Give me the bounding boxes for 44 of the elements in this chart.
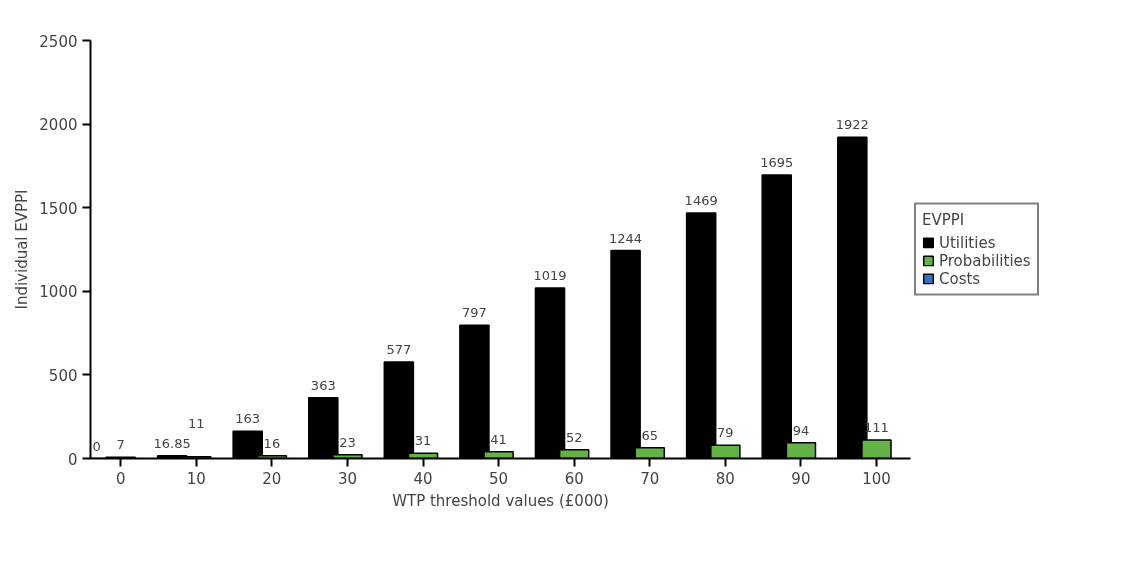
y-tick-label: 1500 xyxy=(39,199,78,218)
data-label: 79 xyxy=(717,425,734,441)
x-tick-label: 0 xyxy=(115,469,126,488)
data-label: 23 xyxy=(339,434,356,450)
legend-label: Costs xyxy=(939,269,981,288)
x-tick-label: 30 xyxy=(337,469,358,488)
x-tick-label: 100 xyxy=(862,469,891,488)
data-label: 11 xyxy=(188,415,205,431)
legend-title: EVPPI xyxy=(922,210,966,229)
data-label: 363 xyxy=(310,377,336,393)
data-label: 65 xyxy=(641,427,659,443)
data-label: 16.85 xyxy=(153,435,191,451)
data-label: 41 xyxy=(490,431,507,447)
x-axis-title: WTP threshold values (£000) xyxy=(392,491,609,510)
data-label: 31 xyxy=(414,433,432,449)
y-axis-title: Individual EVPPI xyxy=(13,189,32,310)
y-tick-label: 2000 xyxy=(39,116,78,135)
data-label: 0 xyxy=(92,438,101,454)
x-tick-label: 10 xyxy=(186,469,206,488)
data-label: 52 xyxy=(565,429,583,445)
legend-label: Probabilities xyxy=(939,251,1031,270)
data-label: 1922 xyxy=(835,117,869,133)
x-tick-label: 20 xyxy=(262,469,282,488)
x-tick-label: 60 xyxy=(564,469,584,488)
y-tick-label: 0 xyxy=(67,450,78,469)
data-label: 94 xyxy=(792,422,810,438)
data-label: 16 xyxy=(263,435,281,451)
y-tick-label: 2500 xyxy=(39,32,78,51)
x-tick-label: 70 xyxy=(640,469,660,488)
x-tick-label: 40 xyxy=(413,469,433,488)
data-label: 7 xyxy=(116,437,125,453)
data-label: 1244 xyxy=(609,230,643,246)
data-label: 1019 xyxy=(533,268,567,284)
data-label: 797 xyxy=(462,305,487,321)
x-tick-label: 90 xyxy=(791,469,811,488)
y-tick-label: 500 xyxy=(48,366,78,385)
data-label: 577 xyxy=(386,342,412,358)
data-label: 163 xyxy=(235,411,261,427)
y-tick-label: 1000 xyxy=(39,283,78,302)
legend-label: Utilities xyxy=(939,233,996,252)
x-tick-label: 50 xyxy=(489,469,509,488)
data-label: 1695 xyxy=(760,155,794,171)
x-tick-label: 80 xyxy=(715,469,735,488)
data-label: 1469 xyxy=(684,192,718,208)
